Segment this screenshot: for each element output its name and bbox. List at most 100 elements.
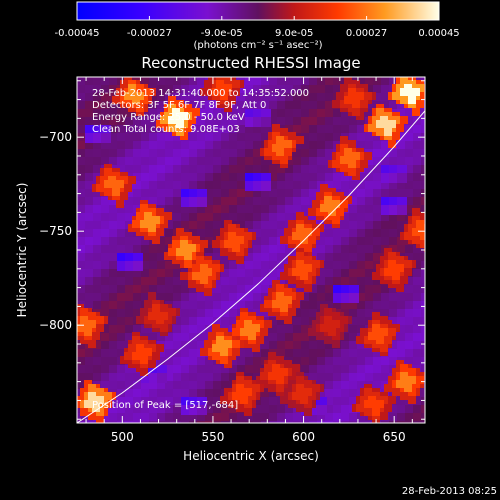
heatmap-cell xyxy=(309,357,317,365)
heatmap-hot-cell xyxy=(104,168,112,176)
heatmap-cell xyxy=(125,117,133,125)
heatmap-hot-cell xyxy=(236,228,244,236)
heatmap-cell xyxy=(261,93,269,101)
heatmap-cell xyxy=(285,181,293,189)
heatmap-cell xyxy=(237,141,245,149)
heatmap-cold-cell xyxy=(85,133,95,143)
heatmap-cell xyxy=(77,197,85,205)
heatmap-hot-cell xyxy=(232,244,240,252)
heatmap-hot-cell xyxy=(280,368,288,376)
heatmap-cell xyxy=(301,85,309,93)
heatmap-cell xyxy=(253,293,261,301)
heatmap-cell xyxy=(93,93,101,101)
heatmap-cell xyxy=(197,157,205,165)
heatmap-cell xyxy=(253,197,261,205)
heatmap-cell xyxy=(157,277,165,285)
heatmap-cell xyxy=(165,405,173,413)
heatmap-hot-cell xyxy=(220,92,228,100)
heatmap-cell xyxy=(253,285,261,293)
heatmap-cell xyxy=(85,173,93,181)
heatmap-cell xyxy=(269,189,277,197)
heatmap-cell xyxy=(173,165,181,173)
heatmap-cold-cell xyxy=(125,253,135,263)
heatmap-cell xyxy=(285,213,293,221)
heatmap-cell xyxy=(341,109,349,117)
heatmap-cell xyxy=(253,349,261,357)
heatmap-hot-cell xyxy=(376,400,384,408)
heatmap-cell xyxy=(389,317,397,325)
heatmap-cell xyxy=(93,149,101,157)
heatmap-cold-cell xyxy=(189,405,199,415)
heatmap-cell xyxy=(421,389,425,397)
heatmap-hot-cell xyxy=(312,384,320,392)
heatmap-hot-cell xyxy=(312,200,320,208)
heatmap-cell xyxy=(277,109,285,117)
heatmap-hot-cell xyxy=(220,396,228,404)
heatmap-cell xyxy=(109,421,117,423)
y-tick-label: −750 xyxy=(39,224,72,238)
heatmap-cell xyxy=(149,285,157,293)
heatmap-cell xyxy=(173,317,181,325)
heatmap-hot-cell xyxy=(188,280,196,288)
heatmap-cell xyxy=(253,309,261,317)
heatmap-cell xyxy=(301,77,309,85)
heatmap-cell xyxy=(421,277,425,285)
heatmap-cell xyxy=(357,317,365,325)
heatmap-cell xyxy=(237,413,245,421)
heatmap-cell xyxy=(381,293,389,301)
heatmap-cell xyxy=(413,141,421,149)
heatmap-hot-cell xyxy=(244,324,252,332)
heatmap-cell xyxy=(149,125,157,133)
heatmap-cell xyxy=(157,357,165,365)
heatmap-cell xyxy=(413,357,421,365)
heatmap-cell xyxy=(253,413,261,421)
heatmap-cell xyxy=(309,285,317,293)
heatmap-hot-cell xyxy=(380,344,388,352)
heatmap-cold-cell xyxy=(397,173,407,183)
heatmap-cell xyxy=(213,245,221,253)
heatmap-hot-cell xyxy=(352,100,360,108)
heatmap-cell xyxy=(277,181,285,189)
heatmap-cell xyxy=(261,397,269,405)
heatmap-cell xyxy=(213,309,221,317)
heatmap-hot-cell xyxy=(124,77,132,80)
heatmap-cell xyxy=(285,245,293,253)
heatmap-cell xyxy=(93,165,101,173)
heatmap-cell xyxy=(85,269,93,277)
heatmap-cell xyxy=(117,373,125,381)
colorbar-tick-label: 0.00045 xyxy=(418,28,459,39)
heatmap-cell xyxy=(213,285,221,293)
heatmap-cell xyxy=(189,157,197,165)
heatmap-cell xyxy=(197,389,205,397)
heatmap-cell xyxy=(357,277,365,285)
heatmap-cell xyxy=(277,325,285,333)
heatmap-cell xyxy=(221,189,229,197)
heatmap-hot-cell xyxy=(192,108,200,116)
heatmap-hot-cell xyxy=(224,84,232,92)
heatmap-cell xyxy=(221,197,229,205)
heatmap-cell xyxy=(101,277,109,285)
heatmap-cell xyxy=(125,365,133,373)
heatmap-cell xyxy=(381,93,389,101)
heatmap-hot-cell xyxy=(220,348,228,356)
heatmap-cell xyxy=(117,141,125,149)
heatmap-cell xyxy=(165,421,173,423)
heatmap-cell xyxy=(125,277,133,285)
heatmap-cell xyxy=(365,301,373,309)
heatmap-cell xyxy=(333,117,341,125)
heatmap-cell xyxy=(109,365,117,373)
heatmap-cell xyxy=(133,269,141,277)
heatmap-cell xyxy=(181,205,189,213)
heatmap-cell xyxy=(85,93,93,101)
heatmap-cell xyxy=(421,261,425,269)
heatmap-cell xyxy=(205,109,213,117)
heatmap-cell xyxy=(397,397,405,405)
heatmap-cell xyxy=(197,317,205,325)
heatmap-cell xyxy=(341,261,349,269)
heatmap-hot-cell xyxy=(96,388,104,396)
heatmap-cell xyxy=(205,405,213,413)
heatmap-cell xyxy=(325,253,333,261)
heatmap-cold-cell xyxy=(333,285,343,295)
heatmap-cell xyxy=(325,101,333,109)
